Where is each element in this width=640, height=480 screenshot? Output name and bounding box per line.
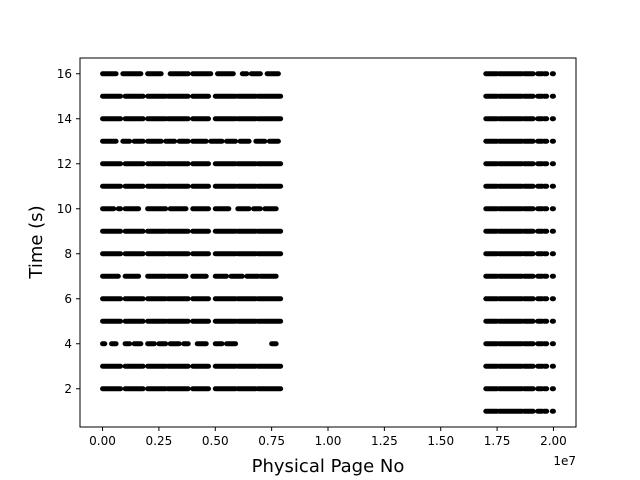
- x-tick-label: 1.75: [484, 434, 511, 448]
- x-tick-label: 0.25: [146, 434, 173, 448]
- x-tick-label: 2.00: [540, 434, 567, 448]
- x-tick-label: 1.00: [315, 434, 342, 448]
- x-tick-label: 1.25: [371, 434, 398, 448]
- y-tick-label: 16: [57, 67, 72, 81]
- y-tick-label: 14: [57, 112, 72, 126]
- x-tick-label: 0.75: [258, 434, 285, 448]
- x-axis-offset-label: 1e7: [553, 454, 576, 468]
- x-axis-ticks: 0.00 0.25 0.50 0.75 1.00 1.25 1.50 1.75 2.00: [89, 427, 567, 448]
- y-tick-label: 8: [64, 247, 72, 261]
- y-axis-label: Time (s): [26, 205, 47, 279]
- y-axis-ticks: 2 4 6 8 10 12 14 16: [57, 67, 80, 396]
- x-tick-label: 0.50: [202, 434, 229, 448]
- y-tick-label: 10: [57, 202, 72, 216]
- data-points-layer: [100, 71, 556, 414]
- y-tick-label: 2: [64, 382, 72, 396]
- y-tick-label: 6: [64, 292, 72, 306]
- x-tick-label: 1.50: [427, 434, 454, 448]
- x-tick-label: 0.00: [89, 434, 116, 448]
- y-tick-label: 4: [64, 337, 72, 351]
- x-axis-label: Physical Page No: [252, 456, 405, 477]
- y-tick-label: 12: [57, 157, 72, 171]
